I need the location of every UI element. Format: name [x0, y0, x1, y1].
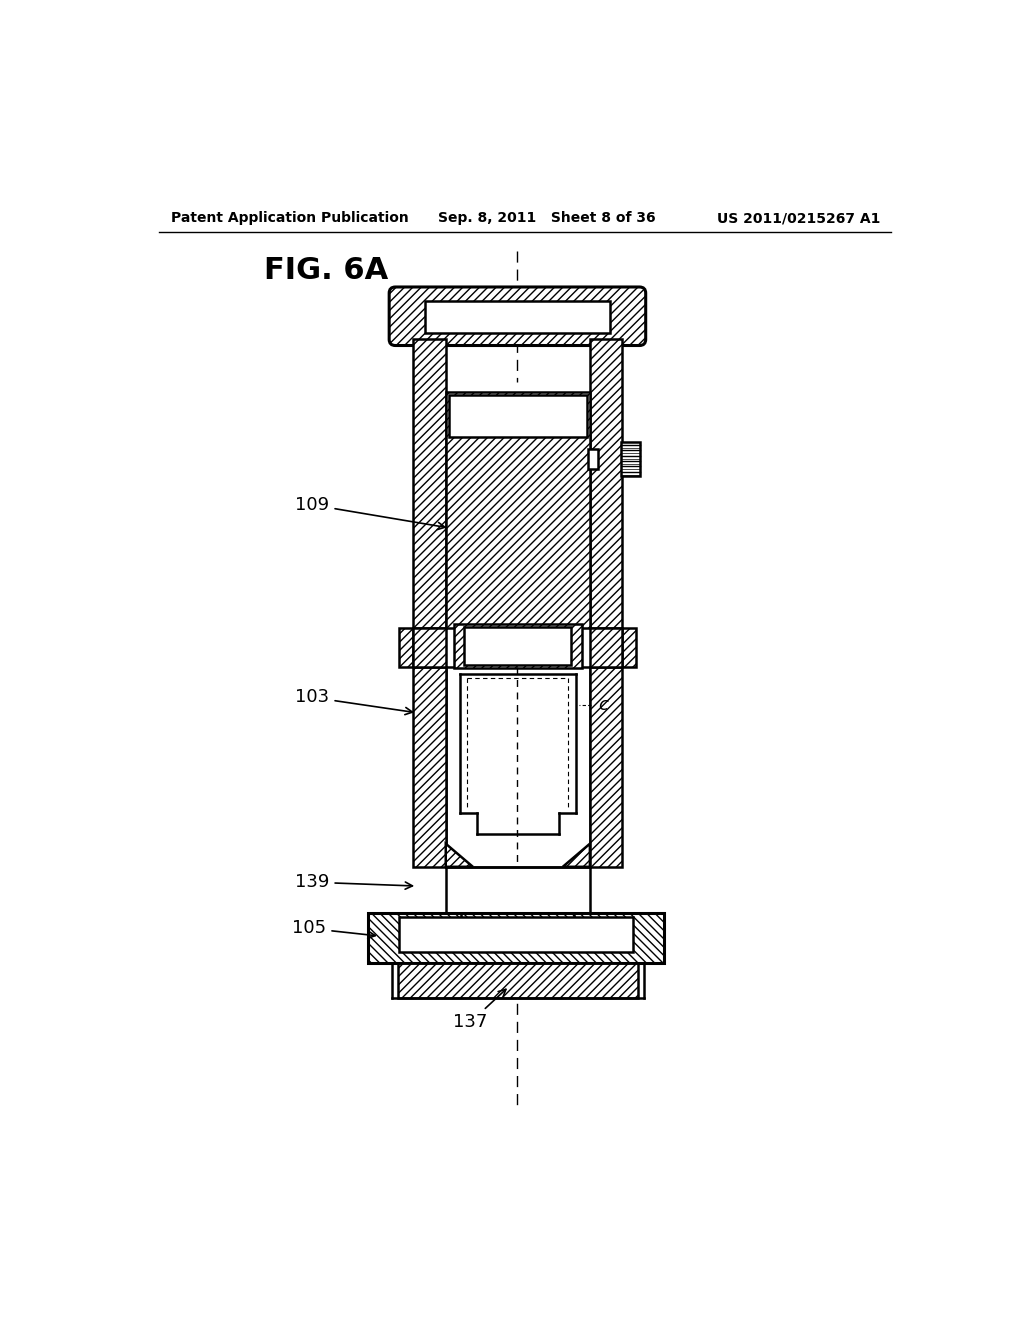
Polygon shape — [445, 843, 473, 867]
Bar — [445, 667, 590, 867]
Bar — [369, 913, 665, 964]
Bar — [399, 628, 414, 667]
Polygon shape — [563, 843, 590, 867]
Text: 105: 105 — [292, 920, 375, 939]
Bar — [464, 627, 571, 665]
Text: Patent Application Publication: Patent Application Publication — [171, 211, 409, 226]
Text: Sep. 8, 2011   Sheet 8 of 36: Sep. 8, 2011 Sheet 8 of 36 — [438, 211, 655, 226]
Bar — [621, 442, 640, 475]
Text: US 2011/0215267 A1: US 2011/0215267 A1 — [717, 211, 881, 226]
Bar — [414, 339, 445, 628]
Text: c: c — [598, 696, 608, 714]
Bar — [590, 339, 623, 628]
Bar — [454, 624, 583, 668]
Text: FIG. 6A: FIG. 6A — [263, 256, 388, 285]
Bar — [399, 917, 633, 952]
Bar — [445, 392, 590, 628]
Bar — [397, 964, 638, 998]
FancyBboxPatch shape — [389, 286, 646, 346]
Text: 137: 137 — [454, 989, 506, 1031]
Bar — [449, 395, 587, 437]
Text: 103: 103 — [295, 689, 413, 714]
Text: 139: 139 — [295, 874, 413, 891]
Bar — [590, 628, 623, 667]
Bar — [414, 628, 445, 667]
Bar — [414, 667, 445, 867]
Bar — [425, 301, 610, 333]
Bar — [590, 667, 623, 867]
Bar — [623, 628, 636, 667]
Bar — [589, 449, 598, 469]
Text: 109: 109 — [295, 496, 445, 529]
